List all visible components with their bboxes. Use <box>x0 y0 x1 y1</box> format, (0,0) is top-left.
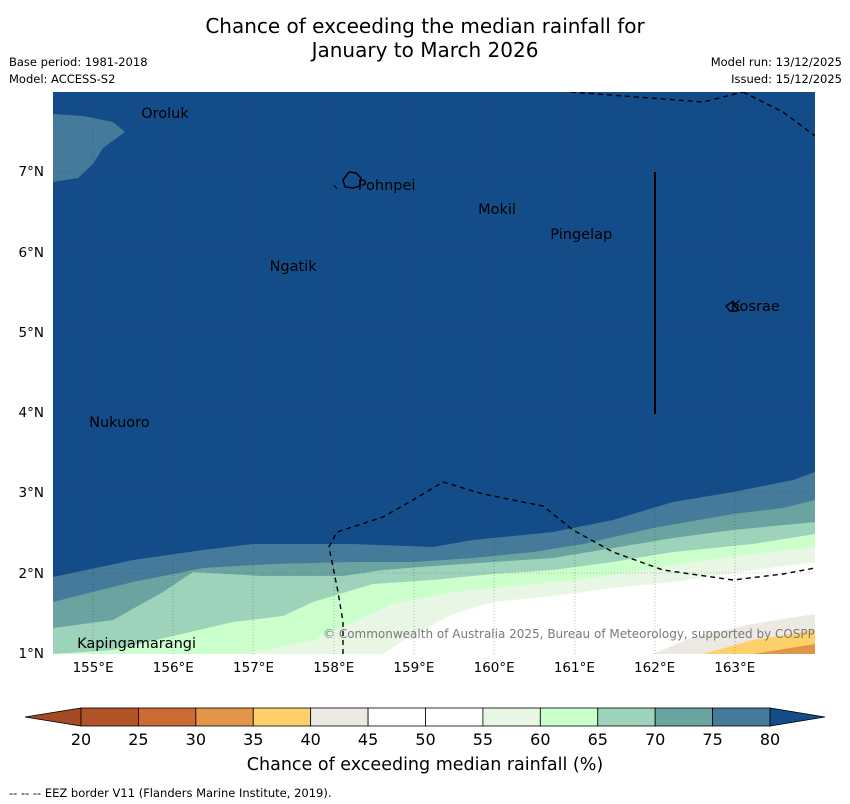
issued-date: Issued: 15/12/2025 <box>731 72 842 86</box>
pohnpei-island-icon <box>342 171 362 189</box>
band-35-40 <box>753 644 815 654</box>
lon-tick-label: 158°E <box>313 660 355 676</box>
colorbar-segment <box>539 707 599 727</box>
lat-tick-label: 3°N <box>18 485 44 502</box>
lon-tick-label: 156°E <box>152 660 194 676</box>
lon-tick-label: 161°E <box>553 660 595 676</box>
colorbar-arrow-high <box>769 707 826 727</box>
place-label-ngatik: Ngatik <box>269 258 317 275</box>
colorbar-segment <box>138 707 197 727</box>
colorbar <box>24 707 826 727</box>
band-50-55 <box>383 562 815 654</box>
ant-atoll-icon <box>333 184 338 190</box>
model-run: Model run: 13/12/2025 <box>710 55 842 69</box>
colorbar-segment <box>712 707 771 727</box>
colorbar-segment <box>367 707 426 727</box>
lon-tick-label: 163°E <box>714 660 756 676</box>
eez-border-south <box>328 481 815 654</box>
lat-tick-label: 6°N <box>18 244 44 261</box>
chart-title: Chance of exceeding the median rainfall … <box>0 14 850 62</box>
colorbar-tick-label: 65 <box>587 730 608 749</box>
colorbar-segment <box>310 707 369 727</box>
map-panel: Oroluk Pohnpei Mokil Pingelap Ngatik Kosrae Nu… <box>53 92 815 654</box>
place-label-oroluk: Oroluk <box>141 106 189 123</box>
lat-tick-label: 2°N <box>18 565 44 582</box>
title-line-1: Chance of exceeding the median rainfall … <box>205 14 645 38</box>
lon-tick-label: 162°E <box>634 660 676 676</box>
place-label-kapingamarangi: Kapingamarangi <box>77 635 196 652</box>
place-label-mokil: Mokil <box>478 202 516 219</box>
copyright-notice: © Commonwealth of Australia 2025, Bureau… <box>323 627 815 641</box>
colorbar-tick-label: 40 <box>300 730 321 749</box>
band-nw-patch <box>53 114 125 182</box>
colorbar-tick-label: 70 <box>644 730 666 749</box>
place-label-pingelap: Pingelap <box>550 226 613 243</box>
colorbar-tick-label: 50 <box>415 730 436 749</box>
colorbar-segment <box>252 707 312 727</box>
title-line-2: January to March 2026 <box>311 38 539 62</box>
lon-tick-label: 155°E <box>72 660 114 676</box>
colorbar-tick-label: 35 <box>243 730 264 749</box>
colorbar-segment <box>425 707 484 727</box>
colorbar-tick-label: 80 <box>759 730 781 749</box>
kosrae-island-icon <box>724 301 739 312</box>
lat-tick-label: 5°N <box>18 324 44 341</box>
colorbar-label: Chance of exceeding median rainfall (%) <box>246 755 604 775</box>
colorbar-tick-label: 75 <box>702 730 723 749</box>
base-period: Base period: 1981-2018 <box>9 55 148 69</box>
meta-left: Base period: 1981-2018 Model: ACCESS-S2 <box>9 54 148 88</box>
place-label-pohnpei: Pohnpei <box>357 178 416 195</box>
eez-border-northeast <box>742 92 815 137</box>
place-label-kosrae: Kosrae <box>730 298 780 315</box>
eez-footnote: -- -- -- EEZ border V11 (Flanders Marine… <box>9 786 332 800</box>
colorbar-segment <box>80 707 139 727</box>
lon-tick-label: 160°E <box>473 660 515 676</box>
lat-tick-label: 4°N <box>18 405 44 422</box>
colorbar-segment <box>482 707 541 727</box>
colorbar-segment <box>654 707 713 727</box>
rainfall-map <box>53 92 815 654</box>
colorbar-tick-label: 25 <box>128 730 149 749</box>
lon-tick-label: 157°E <box>232 660 275 676</box>
colorbar-arrow-low <box>24 707 82 727</box>
eez-borders <box>328 92 815 654</box>
colorbar-tick-label: 45 <box>357 730 379 749</box>
lat-tick-label: 1°N <box>18 646 44 662</box>
place-label-nukuoro: Nukuoro <box>89 415 150 432</box>
colorbar-tick-label: 30 <box>185 730 207 749</box>
colorbar-segment <box>195 707 254 727</box>
lat-tick-label: 7°N <box>18 164 44 181</box>
colorbar-segment <box>597 707 656 727</box>
colorbar-tick-label: 55 <box>472 730 494 749</box>
colorbar-tick-label: 60 <box>530 730 551 749</box>
colorbar-tick-label: 20 <box>70 730 92 749</box>
band-40-45 <box>703 630 815 654</box>
meta-right: Model run: 13/12/2025 Issued: 15/12/2025 <box>711 54 842 88</box>
model-name: Model: ACCESS-S2 <box>9 72 116 86</box>
eez-border-north <box>570 92 744 103</box>
lon-tick-label: 159°E <box>393 660 435 676</box>
